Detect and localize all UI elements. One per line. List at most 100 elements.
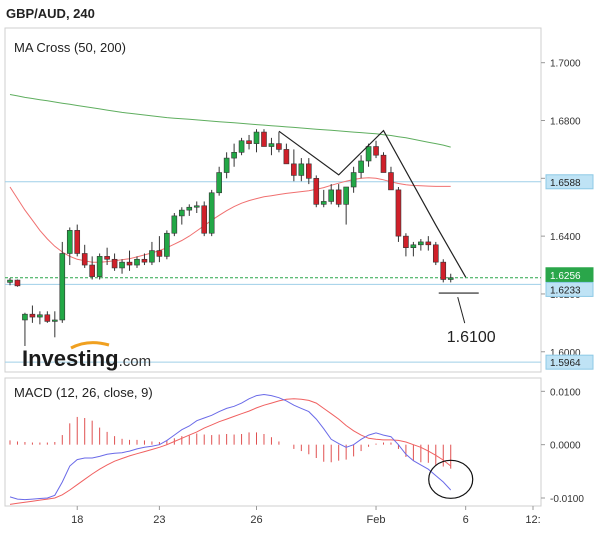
candle-bullish <box>365 146 372 162</box>
candle-bearish <box>74 230 81 254</box>
x-tick-label: 6 <box>463 514 469 526</box>
target-pointer-line <box>457 296 466 324</box>
logo-suffix-text: .com <box>119 353 152 370</box>
macd-panel-title: MACD (12, 26, close, 9) <box>14 385 153 400</box>
candle-bearish <box>14 279 21 287</box>
candle-bullish <box>7 279 13 283</box>
candle-bearish <box>403 235 409 248</box>
zigzag-annotation-line <box>278 129 467 278</box>
candle-bearish <box>305 163 312 179</box>
price-tag-label: 1.6233 <box>550 285 581 296</box>
price-tag-label: 1.5964 <box>550 358 581 369</box>
macd-y-tick-label: 0.0000 <box>550 441 581 452</box>
candle-bullish <box>171 215 178 234</box>
price-tag-box <box>545 354 594 370</box>
candle-bullish <box>268 143 275 147</box>
candle-bearish <box>246 140 252 144</box>
price-panel-title: MA Cross (50, 200) <box>14 40 126 55</box>
candle-bullish <box>59 253 66 321</box>
price-tag-box <box>545 174 594 190</box>
symbol-title: GBP/AUD, 240 <box>6 6 95 21</box>
price-tag-box <box>545 281 594 297</box>
candle-bullish <box>447 277 454 280</box>
x-tick-label: 26 <box>250 514 262 526</box>
candle-bullish <box>238 140 245 153</box>
candle-bullish <box>37 314 43 318</box>
x-tick-label: Feb <box>367 514 386 526</box>
x-tick-label: 12: <box>525 514 540 526</box>
candle-bearish <box>425 241 432 246</box>
candle-bearish <box>388 172 394 191</box>
macd-highlight-circle <box>428 459 474 499</box>
candle-bullish <box>186 206 193 211</box>
candle-bearish <box>276 143 282 150</box>
macd-panel-frame <box>4 377 542 507</box>
candle-bullish <box>418 241 424 246</box>
candle-bullish <box>22 313 28 321</box>
candle-bearish <box>104 256 110 260</box>
macd-y-tick-label: -0.0100 <box>550 494 584 505</box>
candle-bearish <box>440 261 447 280</box>
svg-text:Investing.com: Investing.com <box>22 346 151 371</box>
candle-bullish <box>164 232 170 257</box>
candle-bearish <box>335 189 342 205</box>
candle-bullish <box>320 201 327 205</box>
price-panel-frame <box>4 27 542 373</box>
candle-bullish <box>328 189 335 202</box>
macd-signal-line <box>9 398 452 505</box>
price-y-tick-label: 1.7000 <box>550 59 581 70</box>
candle-bullish <box>216 172 222 194</box>
candle-bullish <box>208 192 215 234</box>
candle-bearish <box>283 149 290 165</box>
candle-bullish <box>119 261 125 269</box>
candle-bearish <box>29 313 36 318</box>
price-tag-label: 1.6256 <box>550 271 581 282</box>
investing-logo: Investing.com <box>22 341 151 371</box>
target-annotation-label: 1.6100 <box>447 329 496 346</box>
x-tick-label: 18 <box>71 514 83 526</box>
candle-bullish <box>343 186 349 205</box>
candle-bullish <box>66 230 73 254</box>
candle-bearish <box>141 258 148 263</box>
candle-bullish <box>358 160 364 173</box>
candle-bullish <box>223 157 230 173</box>
candle-bearish <box>44 314 51 322</box>
candle-bearish <box>373 146 379 156</box>
candle-bullish <box>231 152 237 159</box>
candle-bullish <box>52 319 58 322</box>
ma200-line <box>9 94 451 148</box>
candle-bullish <box>253 131 260 144</box>
macd-line <box>9 393 452 501</box>
candle-bearish <box>111 258 118 269</box>
candle-bearish <box>126 261 133 266</box>
candle-bullish <box>179 209 185 217</box>
candle-bullish <box>410 244 417 248</box>
price-y-tick-label: 1.6000 <box>550 348 581 359</box>
candle-bearish <box>291 163 297 176</box>
candle-bearish <box>261 131 267 147</box>
macd-y-tick-label: 0.0100 <box>550 387 581 398</box>
candle-bearish <box>156 250 163 257</box>
price-tag-box <box>545 267 594 283</box>
price-y-tick-label: 1.6800 <box>550 117 581 128</box>
x-tick-label: 23 <box>153 514 165 526</box>
price-tag-label: 1.6588 <box>550 178 581 189</box>
candle-bearish <box>201 205 208 234</box>
candle-bearish <box>81 253 88 266</box>
price-y-tick-label: 1.6400 <box>550 232 581 243</box>
candle-bullish <box>96 256 103 277</box>
candle-bullish <box>298 163 305 176</box>
logo-swoosh-icon <box>70 341 110 350</box>
logo-main-text: Investing <box>22 346 119 371</box>
candle-bearish <box>89 264 95 277</box>
candle-bullish <box>134 258 140 266</box>
candle-bullish <box>149 250 155 263</box>
candle-bearish <box>380 154 387 173</box>
candle-bullish <box>193 205 200 208</box>
candle-bearish <box>313 178 320 205</box>
candle-bearish <box>395 189 402 237</box>
candle-bullish <box>350 172 357 188</box>
candle-bearish <box>432 244 439 263</box>
